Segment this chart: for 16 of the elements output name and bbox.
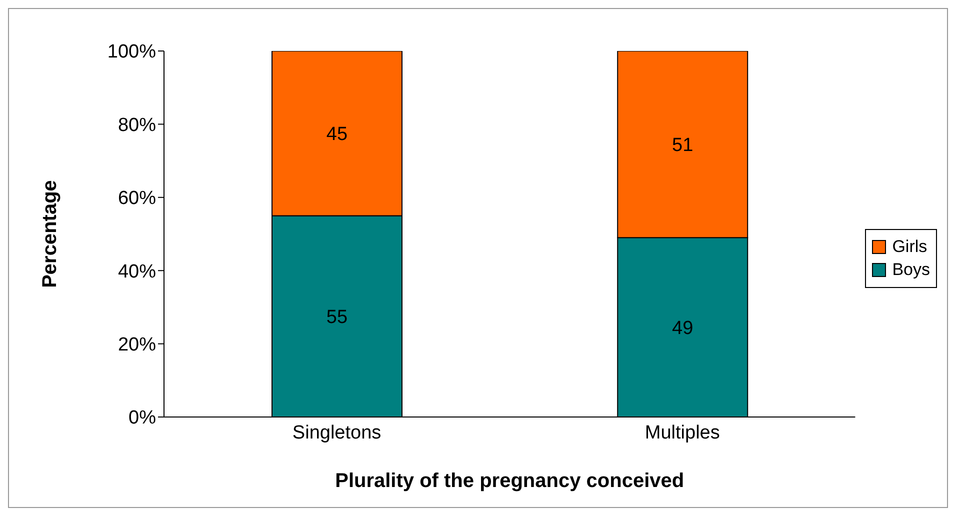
data-label: 45 bbox=[326, 124, 348, 146]
x-axis-title: Plurality of the pregnancy conceived bbox=[335, 470, 684, 492]
x-tick-label: Multiples bbox=[644, 422, 720, 444]
y-tick-label: 80% bbox=[118, 114, 156, 136]
x-tick-label: Singletons bbox=[292, 422, 382, 444]
data-label: 51 bbox=[672, 135, 694, 156]
data-label: 49 bbox=[672, 318, 694, 340]
y-tick-label: 100% bbox=[107, 42, 156, 63]
y-tick-label: 40% bbox=[118, 261, 156, 282]
data-label: 55 bbox=[326, 307, 348, 328]
legend-label: Girls bbox=[892, 236, 928, 256]
y-axis-title: Percentage bbox=[39, 180, 62, 288]
y-tick-label: 20% bbox=[118, 334, 156, 356]
y-tick-label: 0% bbox=[128, 408, 156, 429]
legend-label: Boys bbox=[892, 260, 930, 280]
y-tick-label: 60% bbox=[118, 188, 156, 210]
